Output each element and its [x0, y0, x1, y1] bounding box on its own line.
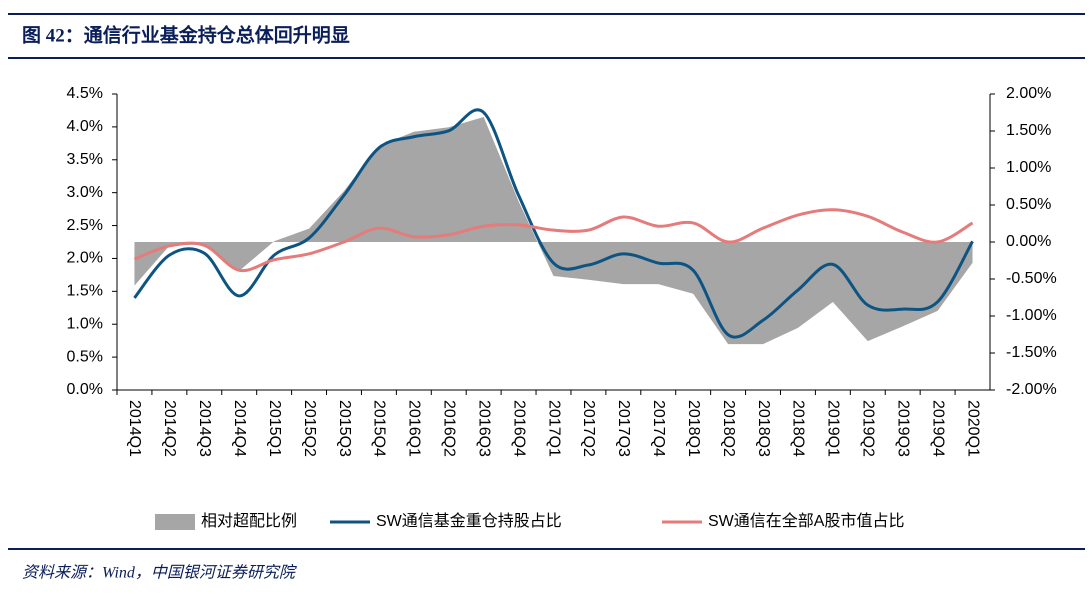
y-tick-label: 2.5%	[67, 217, 103, 234]
line	[133, 208, 974, 273]
x-tick-label: 2014Q4	[231, 400, 248, 457]
x-tick-label: 2017Q1	[545, 400, 562, 457]
x-tick-label: 2016Q2	[441, 400, 458, 457]
x-tick-label: 2018Q3	[755, 400, 772, 457]
x-tick-label: 2019Q1	[825, 400, 842, 457]
y-tick-label: 0.5%	[67, 348, 103, 365]
x-tick-label: 2016Q1	[406, 400, 423, 457]
x-tick-label: 2018Q2	[720, 400, 737, 457]
y2-tick-label: -1.50%	[1006, 344, 1057, 361]
y-tick-label: 1.0%	[67, 315, 103, 332]
x-tick-label: 2016Q4	[510, 400, 527, 457]
source-note: 资料来源：Wind，中国银河证券研究院	[22, 564, 298, 582]
y-tick-label: 0.0%	[67, 381, 103, 398]
x-tick-label: 2020Q1	[964, 400, 981, 457]
legend-swatch	[155, 514, 195, 530]
y2-tick-label: 1.00%	[1006, 159, 1051, 176]
y-tick-label: 4.0%	[67, 118, 103, 135]
y-tick-label: 3.0%	[67, 184, 103, 201]
area	[134, 116, 973, 345]
x-tick-label: 2017Q4	[650, 400, 667, 457]
y2-tick-label: 1.50%	[1006, 122, 1051, 139]
x-tick-label: 2015Q2	[301, 400, 318, 457]
y-tick-label: 1.5%	[67, 283, 103, 300]
y2-tick-label: 0.00%	[1006, 233, 1051, 250]
x-tick-label: 2019Q3	[894, 400, 911, 457]
chart-title: 图 42：通信行业基金持仓总体回升明显	[22, 23, 350, 46]
x-tick-label: 2017Q2	[580, 400, 597, 457]
x-tick-label: 2015Q4	[371, 400, 388, 457]
x-tick-label: 2019Q2	[860, 400, 877, 457]
y-tick-label: 3.5%	[67, 151, 103, 168]
x-tick-label: 2014Q1	[126, 400, 143, 457]
y-tick-label: 4.5%	[67, 85, 103, 102]
x-tick-label: 2018Q1	[685, 400, 702, 457]
x-tick-label: 2018Q4	[790, 400, 807, 457]
x-tick-label: 2015Q1	[266, 400, 283, 457]
y2-tick-label: -2.00%	[1006, 381, 1057, 398]
y2-tick-label: 0.50%	[1006, 196, 1051, 213]
y-tick-label: 2.0%	[67, 250, 103, 267]
legend-label: SW通信基金重仓持股占比	[376, 512, 562, 530]
x-tick-label: 2016Q3	[475, 400, 492, 457]
x-tick-label: 2014Q2	[161, 400, 178, 457]
x-tick-label: 2014Q3	[196, 400, 213, 457]
y2-tick-label: -0.50%	[1006, 270, 1057, 287]
legend-label: 相对超配比例	[201, 512, 297, 530]
x-tick-label: 2017Q3	[615, 400, 632, 457]
y2-tick-label: 2.00%	[1006, 85, 1051, 102]
legend-label: SW通信在全部A股市值占比	[708, 512, 904, 530]
x-tick-label: 2015Q3	[336, 400, 353, 457]
x-tick-label: 2019Q4	[929, 400, 946, 457]
line	[133, 108, 974, 339]
y2-tick-label: -1.00%	[1006, 307, 1057, 324]
